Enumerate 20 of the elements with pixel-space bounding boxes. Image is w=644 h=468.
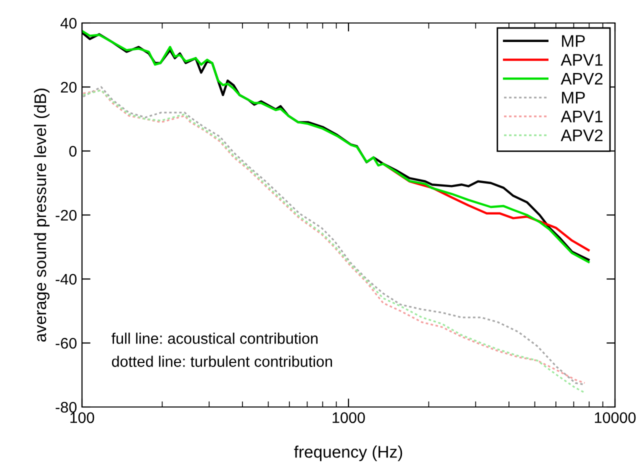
- legend-label: APV1: [560, 54, 603, 66]
- legend-label: MP: [562, 92, 585, 104]
- legend-label: MP: [562, 35, 585, 47]
- x-tick-label: 1000: [332, 412, 365, 424]
- y-tick-label: -80: [56, 402, 77, 413]
- legend-label: APV2: [560, 129, 602, 142]
- x-tick-label: 10000: [594, 412, 636, 424]
- y-tick-label: 0: [69, 146, 77, 157]
- y-tick-label: -40: [56, 274, 77, 285]
- x-tick-label: 100: [70, 412, 94, 424]
- y-tick-label: -60: [56, 338, 77, 349]
- annotation: full line: acoustical contribution: [112, 332, 318, 344]
- y-tick-label: 40: [60, 18, 77, 29]
- y-tick-label: 20: [60, 82, 77, 93]
- legend-label: APV1: [560, 110, 603, 122]
- legend-label: APV2: [560, 72, 602, 84]
- annotation: dotted line: turbulent contribution: [112, 356, 332, 367]
- x-axis-title: frequency (Hz): [294, 446, 402, 462]
- y-axis-title: average sound pressure level (dB): [34, 88, 50, 342]
- y-tick-label: -20: [56, 210, 77, 221]
